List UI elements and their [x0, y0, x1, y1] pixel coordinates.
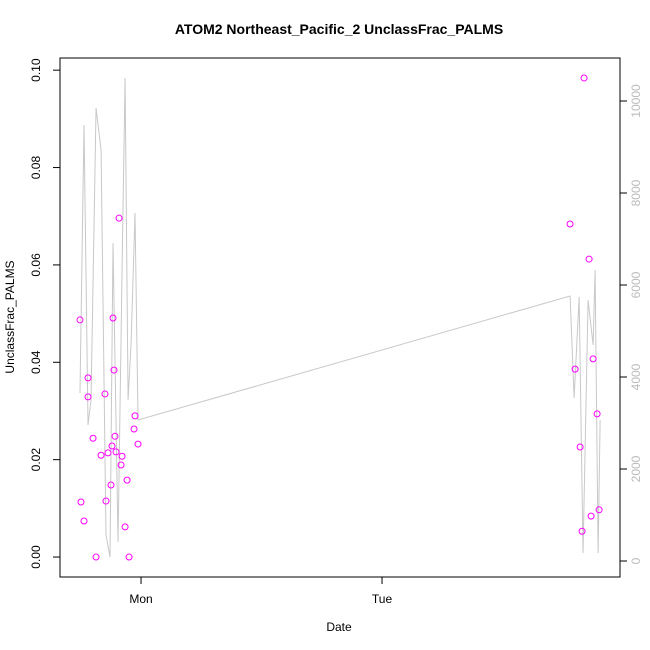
y-axis-label: UnclassFrac_PALMS: [3, 260, 17, 373]
data-point: [123, 476, 131, 484]
y-tick-label: 0.06: [29, 253, 43, 277]
data-point: [84, 393, 92, 401]
plot-box: [59, 57, 621, 578]
y-tick-label: 0.04: [29, 350, 43, 374]
data-point: [115, 214, 123, 222]
data-point: [134, 440, 142, 448]
x-tick-label: Tue: [372, 592, 393, 606]
data-point: [107, 481, 115, 489]
data-point: [84, 374, 92, 382]
data-point: [76, 316, 84, 324]
y-tick-label: 0.00: [29, 545, 43, 569]
y-tick-label: 0.02: [29, 448, 43, 472]
data-point: [108, 442, 116, 450]
data-point: [97, 451, 105, 459]
x-tick-label: Mon: [129, 592, 152, 606]
data-point: [593, 410, 601, 418]
data-point: [589, 355, 597, 363]
data-point: [89, 434, 97, 442]
data-point: [578, 527, 586, 535]
data-point: [104, 449, 112, 457]
data-point: [77, 498, 85, 506]
data-line: [79, 78, 601, 558]
data-point: [102, 497, 110, 505]
data-point: [121, 523, 129, 531]
y2-tick-label: 10000: [629, 84, 643, 118]
data-point: [109, 314, 117, 322]
data-point: [111, 432, 119, 440]
data-point: [80, 517, 88, 525]
data-point: [576, 443, 584, 451]
y2-tick-label: 4000: [629, 363, 643, 390]
data-point: [101, 390, 109, 398]
data-point: [571, 365, 579, 373]
data-point: [585, 255, 593, 263]
data-point: [92, 553, 100, 561]
y2-tick-label: 0: [629, 557, 643, 564]
chart-title: ATOM2 Northeast_Pacific_2 UnclassFrac_PA…: [175, 21, 503, 37]
data-point: [595, 506, 603, 514]
y-tick-label: 0.10: [29, 58, 43, 82]
y2-tick-label: 6000: [629, 271, 643, 298]
data-point: [118, 452, 126, 460]
y2-tick-label: 8000: [629, 179, 643, 206]
data-point: [110, 366, 118, 374]
data-point: [131, 412, 139, 420]
y-tick-label: 0.08: [29, 156, 43, 180]
data-point: [112, 448, 120, 456]
data-point: [566, 220, 574, 228]
data-point: [117, 461, 125, 469]
data-point: [130, 425, 138, 433]
data-point: [587, 512, 595, 520]
x-axis-label: Date: [326, 620, 352, 634]
data-point: [125, 553, 133, 561]
data-point: [580, 74, 588, 82]
y2-tick-label: 2000: [629, 455, 643, 482]
